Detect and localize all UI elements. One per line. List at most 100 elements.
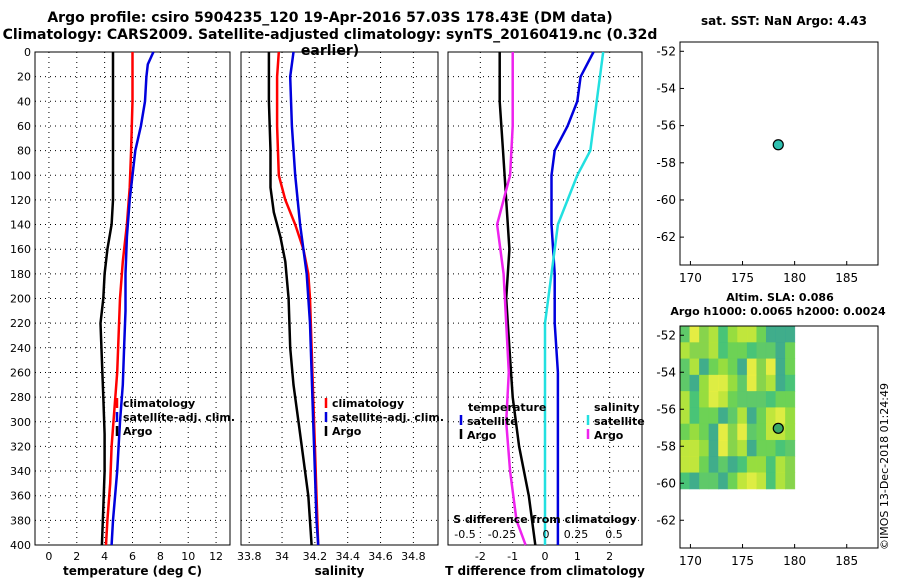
sst-map-xtick-label: 175 bbox=[731, 271, 754, 285]
diff-s-tick-label: 0.25 bbox=[564, 528, 589, 541]
sla-heatmap-cell bbox=[737, 342, 748, 360]
sla-heatmap-cell bbox=[756, 358, 767, 376]
sla-heatmap-cell bbox=[727, 407, 738, 425]
sla-heatmap-cell bbox=[708, 358, 719, 376]
salinity-xlabel: salinity bbox=[315, 564, 365, 578]
sla-heatmap-cell bbox=[727, 342, 738, 360]
depth-tick-label: 260 bbox=[10, 366, 31, 379]
depth-tick-label: 360 bbox=[10, 490, 31, 503]
sla-heatmap-cell bbox=[746, 439, 757, 457]
sla-heatmap-cell bbox=[775, 439, 786, 457]
sst-map-ytick-label: -58 bbox=[656, 156, 676, 170]
sla-heatmap-cell bbox=[737, 456, 748, 474]
sla-heatmap-cell bbox=[718, 391, 729, 408]
difference-panel bbox=[447, 51, 643, 546]
sla-heatmap-cell bbox=[737, 374, 748, 392]
salinity-series-line bbox=[267, 52, 313, 546]
sla-heatmap-cell bbox=[718, 456, 729, 474]
temperature-xtick-label: 10 bbox=[181, 550, 195, 563]
depth-tick-label: 220 bbox=[10, 317, 31, 330]
sla-heatmap-cell bbox=[699, 407, 710, 425]
sla-heatmap-cell bbox=[775, 342, 786, 360]
sla-heatmap-cell bbox=[746, 391, 757, 408]
sla-heatmap-cell bbox=[680, 374, 691, 392]
sla-heatmap-cell bbox=[689, 407, 700, 425]
diff-legend-label: Argo bbox=[467, 429, 497, 442]
sla-map-ytick-label: -60 bbox=[656, 476, 676, 490]
sla-heatmap-cell bbox=[785, 456, 796, 474]
sla-map-xtick-label: 170 bbox=[679, 554, 702, 568]
sla-heatmap-cell bbox=[756, 456, 767, 474]
sla-heatmap-cell bbox=[765, 342, 777, 360]
diff-s-axis-label: S difference from climatology bbox=[453, 513, 637, 526]
sla-heatmap-cell bbox=[689, 358, 700, 376]
difference-series-line bbox=[550, 51, 595, 545]
sla-heatmap-cell bbox=[708, 456, 719, 474]
sla-heatmap-cell bbox=[756, 326, 767, 343]
sla-heatmap-cell bbox=[765, 456, 777, 474]
depth-tick-label: 180 bbox=[10, 268, 31, 281]
sla-heatmap-cell bbox=[689, 391, 700, 408]
sla-heatmap-cell bbox=[680, 326, 691, 343]
sla-heatmap-cell bbox=[785, 439, 796, 457]
sla-heatmap-cell bbox=[785, 326, 796, 343]
sla-heatmap-cell bbox=[689, 342, 700, 360]
salinity-xtick-label: 34.8 bbox=[401, 550, 426, 563]
sla-map-title-line1: Altim. SLA: 0.086 bbox=[726, 291, 834, 304]
sla-heatmap-cell bbox=[727, 423, 738, 441]
sla-heatmap-cell bbox=[737, 391, 748, 408]
sla-heatmap-cell bbox=[785, 342, 796, 360]
sla-heatmap-cell bbox=[727, 456, 738, 474]
sst-map-ytick-label: -62 bbox=[656, 230, 676, 244]
sla-heatmap-cell bbox=[746, 358, 757, 376]
sla-heatmap-cell bbox=[727, 374, 738, 392]
diff-s-tick-label: 0 bbox=[543, 528, 550, 541]
salinity-legend-label: climatology bbox=[332, 397, 404, 410]
sla-heatmap-cell bbox=[727, 358, 738, 376]
sla-heatmap-cell bbox=[680, 423, 691, 441]
sla-heatmap-cell bbox=[765, 391, 777, 408]
sla-heatmap-cell bbox=[737, 439, 748, 457]
sla-heatmap-cell bbox=[765, 374, 777, 392]
sla-heatmap-cell bbox=[680, 391, 691, 408]
sla-heatmap-cell bbox=[756, 472, 767, 490]
sla-map-ytick-label: -52 bbox=[656, 328, 676, 342]
sla-heatmap-cell bbox=[785, 391, 796, 408]
sla-heatmap-cell bbox=[756, 407, 767, 425]
sla-heatmap-cell bbox=[756, 439, 767, 457]
sla-heatmap-cell bbox=[756, 342, 767, 360]
sla-heatmap-cell bbox=[737, 326, 748, 343]
sla-heatmap-cell bbox=[699, 391, 710, 408]
sla-heatmap-cell bbox=[746, 472, 757, 490]
depth-tick-label: 0 bbox=[24, 46, 31, 59]
temperature-xtick-label: 0 bbox=[45, 550, 52, 563]
sla-heatmap-cell bbox=[756, 374, 767, 392]
sst-map-ytick-label: -52 bbox=[656, 44, 676, 58]
diff-s-tick-label: 0.5 bbox=[605, 528, 623, 541]
sst-map-xtick-label: 185 bbox=[835, 271, 858, 285]
depth-tick-label: 80 bbox=[17, 145, 31, 158]
sla-heatmap-cell bbox=[765, 423, 777, 441]
sla-heatmap-cell bbox=[718, 439, 729, 457]
sla-heatmap-cell bbox=[785, 472, 796, 490]
sla-heatmap-cell bbox=[765, 472, 777, 490]
sla-heatmap-cell bbox=[765, 407, 777, 425]
difference-series-line bbox=[543, 51, 605, 545]
depth-tick-label: 40 bbox=[17, 95, 31, 108]
sla-map-panel bbox=[679, 325, 879, 549]
sla-heatmap-cell bbox=[785, 374, 796, 392]
sla-heatmap-cell bbox=[699, 472, 710, 490]
sla-heatmap-cell bbox=[708, 342, 719, 360]
salinity-frame bbox=[240, 51, 439, 546]
diff-legend-salinity-title: salinity bbox=[594, 401, 640, 414]
sla-map-ytick-label: -58 bbox=[656, 439, 676, 453]
salinity-legend-label: satellite-adj. clim. bbox=[332, 411, 444, 424]
sla-heatmap-cell bbox=[689, 439, 700, 457]
sla-heatmap-cell bbox=[746, 423, 757, 441]
sla-heatmap-cell bbox=[718, 326, 729, 343]
depth-tick-label: 340 bbox=[10, 465, 31, 478]
salinity-xtick-label: 34.2 bbox=[303, 550, 328, 563]
sla-heatmap-cell bbox=[680, 407, 691, 425]
argo-location-marker bbox=[772, 139, 784, 151]
